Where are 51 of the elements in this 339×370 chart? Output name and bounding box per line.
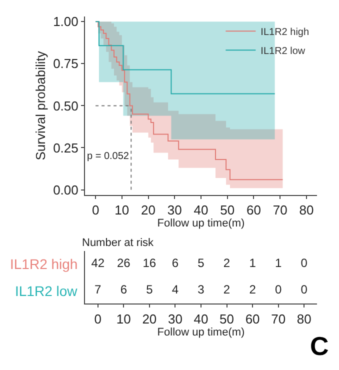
data-label: 16 [142,256,156,270]
x-tick-label: 0 [94,311,102,326]
data-label: 6 [120,282,128,296]
legend-label: IL1R2 low [260,46,306,57]
x-tick-label: 20 [141,202,156,218]
x-tick-label: 30 [167,202,182,218]
data-label: 0 [274,282,282,296]
y-tick-label: 0.75 [53,56,78,72]
y-axis-title: Survival probability [33,50,48,160]
legend-label: IL1R2 high [260,27,310,38]
text: C [310,331,329,361]
data-label: 3 [198,282,205,296]
data-label: 1 [249,256,256,270]
x-tick-label: 50 [220,311,234,326]
x-axis-title: Follow up time(m) [157,326,245,338]
data-label: 2 [249,282,256,296]
data-label: 1 [274,256,282,270]
chart-title: Number at risk [82,237,154,249]
x-tick-label: 20 [142,311,157,326]
annotation: p = 0.052 [87,151,130,162]
data-label: 0 [300,282,308,296]
x-tick-label: 70 [271,311,286,326]
y-tick-label: 0.50 [53,98,78,114]
y-tick-label: IL1R2 high [10,256,78,272]
x-tick-label: 10 [116,311,131,326]
y-tick-label: 0.25 [53,140,78,156]
y-tick-label: 1.00 [53,14,78,30]
x-tick-label: 30 [168,311,182,326]
x-tick-label: 40 [194,311,208,326]
x-tick-label: 60 [245,311,260,326]
x-tick-label: 0 [92,202,100,218]
data-label: 5 [198,256,205,270]
data-label: 4 [172,282,179,296]
x-tick-label: 80 [296,311,312,326]
data-label: 5 [146,282,154,296]
x-tick-label: 60 [246,202,261,218]
y-tick-label: IL1R2 low [15,283,78,299]
x-tick-label: 70 [272,202,288,218]
x-tick-label: 10 [114,202,130,218]
y-tick-label: 0.00 [53,182,78,198]
data-label: 0 [300,256,308,270]
data-label: 7 [94,282,102,296]
data-label: 2 [223,256,230,270]
data-label: 26 [116,256,131,270]
x-tick-label: 80 [299,202,314,218]
x-tick-label: 50 [220,202,235,218]
x-tick-label: 40 [194,202,208,218]
data-label: 6 [172,256,179,270]
data-label: 2 [223,282,230,296]
data-label: 42 [91,256,105,270]
x-axis-title: Follow up time(m) [157,218,245,230]
